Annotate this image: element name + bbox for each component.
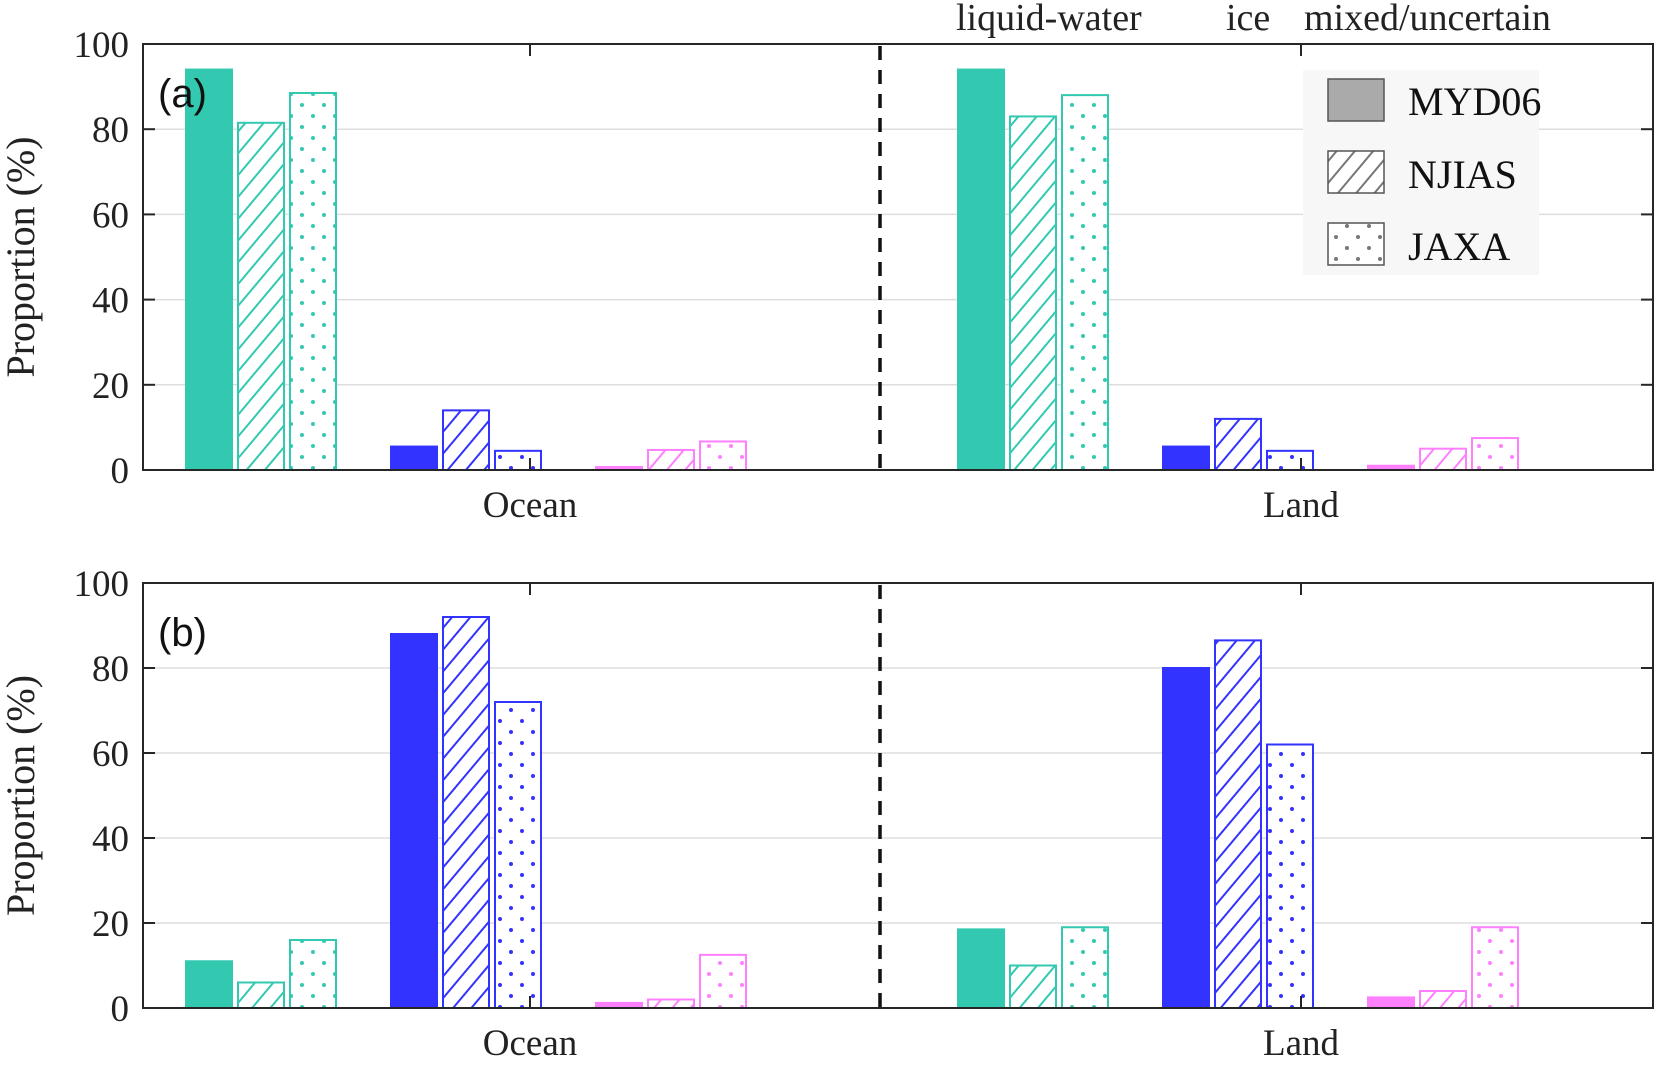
top-legend: liquid-water ice mixed/uncertain [956, 0, 1551, 39]
legend-label-jaxa: JAXA [1408, 224, 1510, 269]
axes-box [142, 582, 1654, 1009]
bar-b-land-liquid-njias [1009, 964, 1057, 1009]
bar-a-ocean-mixed-njias [647, 448, 695, 471]
y-axis-label: Proportion (%) [0, 675, 43, 916]
bar-b-ocean-ice-njias [442, 616, 490, 1009]
bar-b-land-ice-njias [1214, 639, 1262, 1009]
bar-a-land-ice-myd06 [1162, 445, 1210, 472]
x-category-label: Land [1263, 485, 1340, 526]
top-legend-mixed: mixed/uncertain [1304, 0, 1551, 39]
bar-a-land-ice-njias [1214, 417, 1262, 472]
bar-a-ocean-liquid-myd06 [185, 68, 233, 471]
panel-b: 0 20 40 60 80 100 Ocean Land Proportion (%) (b) [0, 564, 1654, 1064]
bar-b-ocean-liquid-myd06 [185, 960, 233, 1009]
bar-a-land-liquid-njias [1009, 115, 1057, 471]
bar-b-ocean-ice-myd06 [390, 633, 438, 1009]
x-category-label: Land [1263, 1023, 1340, 1064]
bar-b-land-ice-jaxa [1266, 743, 1314, 1009]
bar-b-land-mixed-jaxa [1471, 926, 1519, 1009]
y-tick-label: 20 [92, 366, 129, 407]
y-tick-label: 80 [92, 110, 129, 151]
y-tick-label: 100 [74, 564, 130, 605]
bar-b-ocean-liquid-jaxa [289, 939, 337, 1009]
y-tick-label: 80 [92, 649, 129, 690]
y-tick-label: 40 [92, 281, 129, 322]
bar-b-land-liquid-myd06 [957, 928, 1005, 1009]
legend-swatch-jaxa [1327, 222, 1385, 266]
panel-a: 0 20 40 60 80 100 Ocean Land Proportion (%) (a) [0, 25, 1654, 526]
bar-a-land-mixed-jaxa [1471, 437, 1519, 471]
y-tick-label: 100 [74, 25, 130, 66]
bar-a-ocean-liquid-jaxa [289, 91, 337, 472]
x-category-label: Ocean [483, 485, 578, 526]
x-category-label: Ocean [483, 1023, 578, 1064]
y-tick-label: 20 [92, 904, 129, 945]
bar-b-land-mixed-myd06 [1367, 996, 1415, 1009]
top-legend-ice: ice [1226, 0, 1270, 39]
top-legend-liquid: liquid-water [956, 0, 1142, 39]
bar-b-land-liquid-jaxa [1061, 926, 1109, 1009]
y-axis-label: Proportion (%) [0, 136, 43, 377]
bar-b-land-ice-myd06 [1162, 667, 1210, 1009]
legend-label-njias: NJIAS [1408, 152, 1517, 197]
panel-label: (a) [158, 72, 207, 116]
bar-a-ocean-ice-jaxa [494, 449, 542, 471]
bar-a-land-ice-jaxa [1266, 449, 1314, 471]
legend-label-myd06: MYD06 [1408, 79, 1541, 124]
bar-a-land-mixed-njias [1419, 447, 1467, 472]
y-tick-label: 0 [111, 451, 130, 492]
bar-b-land-mixed-njias [1419, 990, 1467, 1009]
y-tick-label: 60 [92, 195, 129, 236]
bar-a-land-liquid-myd06 [957, 68, 1005, 471]
panel-label: (b) [158, 611, 207, 655]
legend-swatch-myd06 [1327, 78, 1385, 122]
bar-a-ocean-ice-myd06 [390, 445, 438, 472]
y-tick-label: 60 [92, 734, 129, 775]
y-tick-label: 0 [111, 989, 130, 1030]
product-legend: MYD06 NJIAS JAXA [1303, 70, 1541, 275]
bar-b-ocean-mixed-njias [647, 998, 695, 1009]
axes-box [142, 43, 1654, 471]
bar-a-ocean-mixed-jaxa [699, 440, 747, 472]
bar-a-ocean-ice-njias [442, 409, 490, 471]
bar-a-land-liquid-jaxa [1061, 94, 1109, 472]
bar-b-ocean-ice-jaxa [494, 701, 542, 1009]
bar-b-ocean-liquid-njias [237, 981, 285, 1009]
legend-swatch-njias [1327, 150, 1385, 194]
bar-b-ocean-mixed-jaxa [699, 953, 747, 1009]
bar-a-ocean-liquid-njias [237, 121, 285, 471]
y-tick-label: 40 [92, 819, 129, 860]
